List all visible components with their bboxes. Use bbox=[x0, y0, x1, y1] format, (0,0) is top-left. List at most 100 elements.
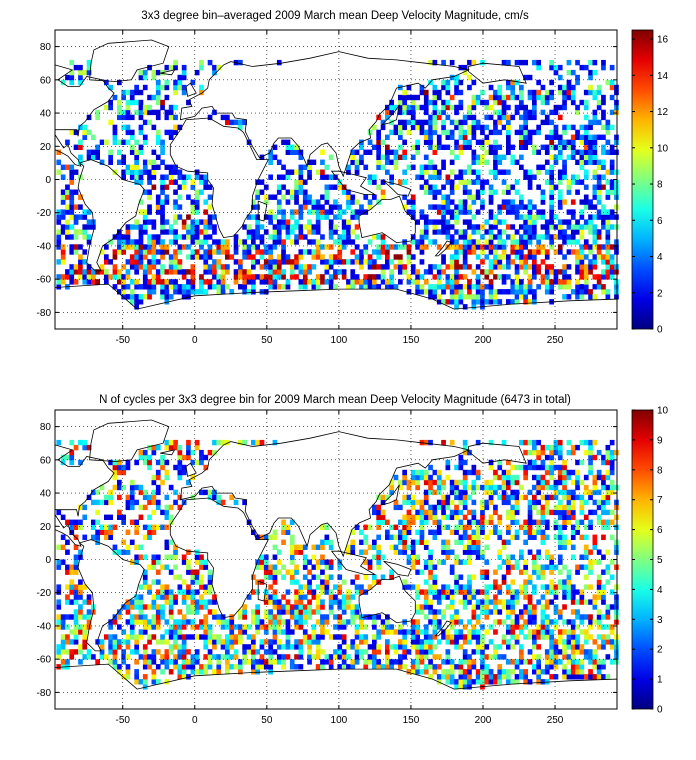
data-cell bbox=[65, 564, 70, 570]
data-cell bbox=[475, 294, 481, 300]
data-cell bbox=[583, 254, 589, 260]
data-cell bbox=[562, 539, 567, 545]
data-cell bbox=[410, 264, 416, 270]
data-cell bbox=[121, 674, 126, 680]
data-cell bbox=[138, 604, 144, 610]
data-cell bbox=[147, 624, 152, 630]
data-cell bbox=[207, 624, 213, 630]
data-cell bbox=[302, 224, 308, 230]
data-cell bbox=[566, 179, 572, 185]
data-cell bbox=[142, 679, 148, 685]
data-cell bbox=[510, 509, 516, 516]
data-cell bbox=[207, 634, 213, 640]
data-cell bbox=[583, 104, 589, 111]
data-cell bbox=[467, 554, 472, 560]
data-cell bbox=[570, 89, 576, 96]
data-cell bbox=[423, 474, 429, 481]
data-cell bbox=[181, 464, 187, 471]
data-cell bbox=[86, 239, 92, 245]
data-cell bbox=[536, 214, 541, 220]
data-cell bbox=[523, 229, 528, 235]
data-cell bbox=[160, 99, 165, 106]
data-cell bbox=[575, 669, 580, 675]
data-cell bbox=[519, 239, 524, 245]
data-cell bbox=[475, 284, 481, 290]
data-cell bbox=[315, 224, 321, 230]
data-cell bbox=[302, 604, 308, 610]
data-cell bbox=[514, 504, 520, 511]
data-cell bbox=[376, 544, 381, 550]
data-cell bbox=[125, 544, 131, 550]
data-cell bbox=[428, 644, 433, 650]
data-cell bbox=[186, 584, 191, 590]
data-cell bbox=[458, 524, 464, 530]
data-cell bbox=[406, 104, 412, 111]
data-cell bbox=[263, 649, 269, 655]
data-cell bbox=[212, 634, 217, 640]
data-cell bbox=[186, 559, 191, 565]
data-cell bbox=[294, 199, 299, 205]
data-cell bbox=[255, 604, 260, 610]
data-cell bbox=[514, 479, 520, 486]
data-cell bbox=[216, 274, 222, 280]
data-cell bbox=[458, 659, 464, 665]
data-cell bbox=[389, 524, 394, 530]
data-cell bbox=[454, 184, 459, 190]
data-cell bbox=[95, 659, 100, 665]
data-cell bbox=[527, 169, 533, 175]
data-cell bbox=[78, 644, 83, 650]
data-cell bbox=[393, 524, 399, 530]
data-cell bbox=[540, 234, 546, 240]
data-cell bbox=[458, 89, 464, 96]
data-cell bbox=[138, 144, 144, 150]
data-cell bbox=[117, 149, 122, 155]
data-cell bbox=[423, 654, 429, 660]
data-cell bbox=[462, 499, 468, 506]
data-cell bbox=[142, 84, 148, 91]
data-cell bbox=[142, 649, 148, 655]
data-cell bbox=[263, 259, 269, 265]
data-cell bbox=[402, 469, 407, 476]
data-cell bbox=[86, 219, 92, 225]
data-cell bbox=[389, 274, 394, 280]
data-cell bbox=[190, 199, 196, 205]
data-cell bbox=[367, 239, 373, 245]
data-cell bbox=[570, 69, 576, 76]
data-cell bbox=[389, 179, 394, 185]
data-cell bbox=[575, 179, 580, 185]
data-cell bbox=[519, 669, 524, 675]
data-cell bbox=[138, 619, 144, 625]
data-cell bbox=[134, 299, 139, 305]
data-cell bbox=[337, 614, 343, 620]
data-cell bbox=[415, 474, 420, 481]
data-cell bbox=[553, 604, 559, 610]
data-cell bbox=[177, 574, 183, 580]
data-cell bbox=[389, 569, 394, 575]
data-cell bbox=[406, 289, 412, 295]
coastline bbox=[380, 104, 400, 126]
data-cell bbox=[190, 579, 196, 585]
data-cell bbox=[203, 634, 209, 640]
data-cell bbox=[445, 144, 451, 150]
data-cell bbox=[458, 489, 464, 496]
data-cell bbox=[160, 179, 165, 185]
data-cell bbox=[432, 629, 438, 635]
data-cell bbox=[155, 259, 161, 265]
data-cell bbox=[402, 629, 407, 635]
data-cell bbox=[583, 674, 589, 680]
data-cell bbox=[475, 544, 481, 550]
data-cell bbox=[497, 159, 503, 165]
data-cell bbox=[151, 499, 157, 506]
data-cell bbox=[398, 639, 403, 645]
data-cell bbox=[506, 469, 511, 476]
data-cell bbox=[56, 284, 62, 290]
data-cell bbox=[398, 484, 403, 491]
data-cell bbox=[467, 84, 472, 91]
data-cell bbox=[341, 604, 347, 610]
data-cell bbox=[428, 569, 433, 575]
data-cell bbox=[601, 284, 606, 290]
data-cell bbox=[540, 519, 546, 525]
data-cell bbox=[549, 59, 554, 66]
data-cell bbox=[510, 534, 516, 540]
data-cell bbox=[242, 224, 247, 230]
